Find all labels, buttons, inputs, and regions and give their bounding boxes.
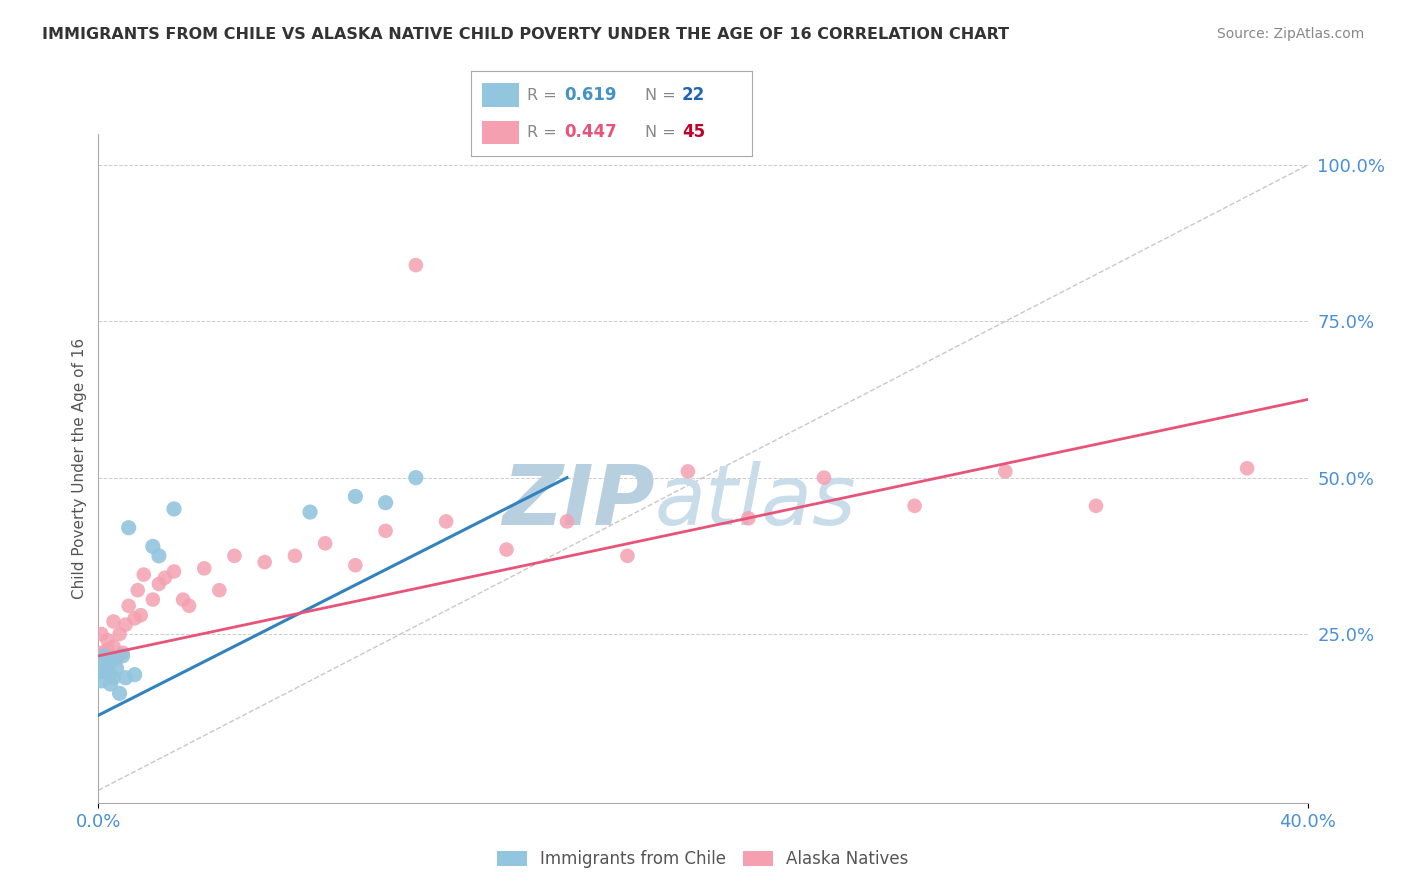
Point [90,646,112,660]
Point [299,505,322,519]
Text: N =: N = [645,87,682,103]
Point [737,511,759,525]
Point [314,536,336,550]
Point [224,549,246,563]
Text: 0.619: 0.619 [564,87,616,104]
Point [163,565,186,579]
Point [253,555,276,569]
Point [495,542,517,557]
Text: ZIP: ZIP [502,461,655,542]
Point [142,592,165,607]
Legend: Immigrants from Chile, Alaska Natives: Immigrants from Chile, Alaska Natives [491,844,915,875]
Point [434,515,457,529]
Point [193,561,215,575]
Point [103,671,125,685]
Point [148,577,170,591]
Point [111,648,134,663]
Point [405,471,427,485]
Point [108,686,131,700]
Point [127,583,149,598]
Point [93,665,115,679]
Point [93,648,115,663]
Bar [482,120,519,145]
Point [1236,461,1258,475]
Point [163,502,186,516]
Point [172,592,194,607]
Point [153,571,176,585]
Point [132,567,155,582]
Point [105,661,128,675]
Point [103,652,125,666]
Point [100,677,122,691]
Point [904,499,927,513]
Text: R =: R = [527,87,562,103]
Text: 0.447: 0.447 [564,123,617,141]
Point [93,646,115,660]
Text: 45: 45 [682,123,704,141]
Point [148,549,170,563]
Point [96,633,118,648]
Point [129,608,152,623]
Point [344,558,367,573]
Point [96,652,118,666]
Point [118,599,141,613]
Text: atlas: atlas [655,461,856,542]
Point [284,549,307,563]
Point [103,640,125,654]
Point [96,642,118,657]
Point [616,549,638,563]
Point [676,465,699,479]
Point [90,673,112,688]
Point [374,496,396,510]
Point [179,599,201,613]
Text: R =: R = [527,125,562,140]
Point [103,615,125,629]
Y-axis label: Child Poverty Under the Age of 16: Child Poverty Under the Age of 16 [72,338,87,599]
Point [100,667,122,681]
Point [96,658,118,673]
Point [105,652,128,666]
Point [405,258,427,272]
Bar [482,83,519,107]
Text: N =: N = [645,125,682,140]
Point [90,665,112,679]
Point [90,627,112,641]
Point [118,521,141,535]
Point [111,646,134,660]
Text: 22: 22 [682,87,706,104]
Point [208,583,231,598]
Point [124,611,146,625]
Point [124,667,146,681]
Point [142,540,165,554]
Point [1085,499,1108,513]
Point [93,658,115,673]
Text: IMMIGRANTS FROM CHILE VS ALASKA NATIVE CHILD POVERTY UNDER THE AGE OF 16 CORRELA: IMMIGRANTS FROM CHILE VS ALASKA NATIVE C… [42,27,1010,42]
Text: Source: ZipAtlas.com: Source: ZipAtlas.com [1216,27,1364,41]
Point [994,465,1017,479]
Point [344,490,367,504]
Point [555,515,578,529]
Point [114,617,136,632]
Point [114,671,136,685]
Point [108,627,131,641]
Point [374,524,396,538]
Point [813,471,835,485]
Point [96,661,118,675]
